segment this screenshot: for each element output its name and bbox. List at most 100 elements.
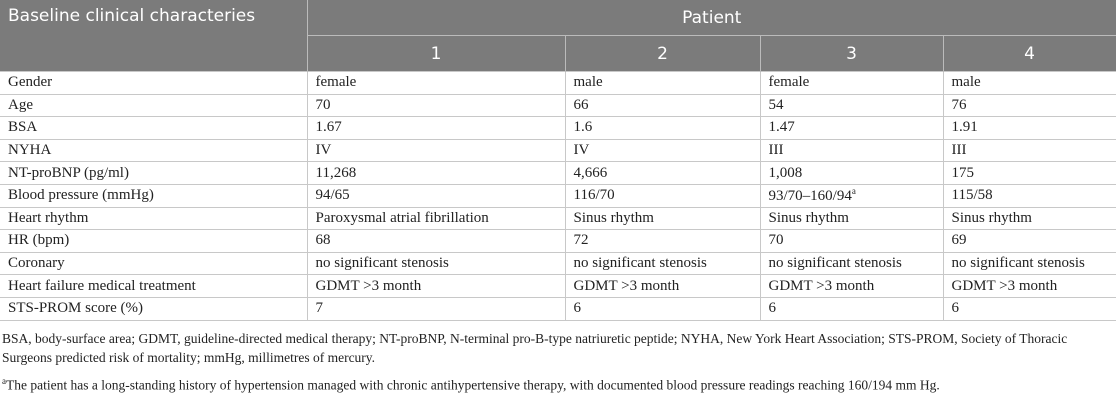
cell: no significant stenosis — [564, 251, 761, 276]
table-row: STS-PROM score (%) 7 6 6 6 — [0, 296, 1116, 321]
cell: 70 — [759, 229, 944, 253]
row-label: NT-proBNP (pg/ml) — [0, 161, 308, 185]
cell-text: 94/65 — [315, 187, 350, 204]
cell-text: Sinus rhythm — [951, 209, 1032, 226]
cell: 94/65 — [306, 183, 566, 208]
cell: Sinus rhythm — [942, 206, 1116, 231]
cell: IV — [564, 138, 761, 163]
cell-text: 7 — [315, 300, 324, 317]
cell: male — [564, 71, 761, 95]
cell: Paroxysmal atrial fibrillation — [306, 206, 566, 231]
cell-text: 11,268 — [315, 164, 357, 181]
cell-text: 1.47 — [768, 119, 795, 136]
cell-text: 1.6 — [573, 119, 593, 136]
cell: 1.91 — [942, 116, 1116, 140]
row-label: Blood pressure (mmHg) — [0, 183, 308, 208]
cell: 11,268 — [306, 161, 566, 185]
cell: 1,008 — [759, 161, 944, 185]
abbreviations: BSA, body-surface area; GDMT, guideline-… — [2, 330, 1068, 365]
cell: female — [759, 71, 944, 95]
cell-text: no significant stenosis — [768, 255, 902, 272]
notes: BSA, body-surface area; GDMT, guideline-… — [0, 321, 1116, 395]
cell: 7 — [306, 296, 566, 321]
cell-text: 76 — [951, 96, 967, 113]
cell: 1.67 — [306, 116, 566, 140]
cell-text: 6 — [768, 300, 777, 317]
row-label: Gender — [0, 71, 308, 95]
column-header: 1 — [307, 35, 566, 72]
cell-text: IV — [573, 142, 590, 159]
cell-text: no significant stenosis — [951, 255, 1085, 272]
cell-text: female — [315, 74, 357, 91]
cell-text: 93/70–160/94 — [768, 188, 852, 205]
cell: 66 — [564, 93, 761, 118]
data-table: Baseline clinical characteries Patient 1… — [0, 0, 1116, 321]
cell: no significant stenosis — [759, 251, 944, 276]
cell-text: 116/70 — [573, 187, 615, 204]
cell: 70 — [306, 93, 566, 118]
row-label: Heart rhythm — [0, 206, 308, 231]
cell-text: 72 — [573, 232, 589, 249]
cell: 68 — [306, 229, 566, 253]
table-row: NT-proBNP (pg/ml) 11,268 4,666 1,008 175 — [0, 161, 1116, 185]
cell-text: female — [768, 74, 810, 91]
cell: male — [942, 71, 1116, 95]
table-row: Heart rhythm Paroxysmal atrial fibrillati… — [0, 206, 1116, 231]
corner-header: Baseline clinical characteries — [0, 0, 308, 72]
table-body: Gender female male female male Age 70 66 54 76 BSA… — [0, 71, 1116, 321]
cell-text: no significant stenosis — [315, 255, 449, 272]
cell-text: 70 — [768, 232, 784, 249]
cell-text: 1,008 — [768, 164, 803, 181]
cell: 69 — [942, 229, 1116, 253]
cell: Sinus rhythm — [564, 206, 761, 231]
footnote-text: The patient has a long-standing history … — [6, 377, 940, 393]
column-header: 2 — [565, 35, 761, 72]
cell-text: male — [573, 74, 603, 91]
cell-text: 66 — [573, 96, 589, 113]
table-row: Heart failure medical treatment GDMT >3 m… — [0, 274, 1116, 298]
table-row: Age 70 66 54 76 — [0, 93, 1116, 118]
column-header: 4 — [943, 35, 1116, 72]
row-label: HR (bpm) — [0, 229, 308, 253]
cell-text: 4,666 — [573, 164, 608, 181]
cell-text: 1.67 — [315, 119, 342, 136]
cell: 72 — [564, 229, 761, 253]
cell: no significant stenosis — [942, 251, 1116, 276]
cell: IV — [306, 138, 566, 163]
cell: Sinus rhythm — [759, 206, 944, 231]
cell: 1.47 — [759, 116, 944, 140]
cell: 6 — [942, 296, 1116, 321]
cell-text: 6 — [951, 300, 960, 317]
cell-text: 6 — [573, 300, 582, 317]
cell-text: 1.91 — [951, 119, 978, 136]
cell: female — [306, 71, 566, 95]
cell-text: Paroxysmal atrial fibrillation — [315, 209, 489, 226]
cell: 76 — [942, 93, 1116, 118]
cell-text: GDMT >3 month — [951, 277, 1058, 294]
cell: GDMT >3 month — [759, 274, 944, 298]
cell: GDMT >3 month — [306, 274, 566, 298]
table-row: Coronary no significant stenosis no signif… — [0, 251, 1116, 276]
cell-text: III — [951, 142, 967, 159]
cell-text: III — [768, 142, 784, 159]
cell-text: 115/58 — [951, 187, 993, 204]
cell: 116/70 — [564, 183, 761, 208]
row-label: Heart failure medical treatment — [0, 274, 308, 298]
cell: 93/70–160/94a — [759, 183, 944, 208]
table-row: Blood pressure (mmHg) 94/65 116/70 93/70–16… — [0, 183, 1116, 208]
cell: 54 — [759, 93, 944, 118]
cell: 4,666 — [564, 161, 761, 185]
header-row: Baseline clinical characteries Patient — [0, 0, 1116, 72]
cell-text: 54 — [768, 96, 784, 113]
cell: 115/58 — [942, 183, 1116, 208]
cell-text: GDMT >3 month — [573, 277, 680, 294]
cell: III — [942, 138, 1116, 163]
column-header: 3 — [760, 35, 944, 72]
cell: 1.6 — [564, 116, 761, 140]
cell-text: male — [951, 74, 981, 91]
cell: 6 — [564, 296, 761, 321]
row-label: NYHA — [0, 138, 308, 163]
cell: no significant stenosis — [306, 251, 566, 276]
